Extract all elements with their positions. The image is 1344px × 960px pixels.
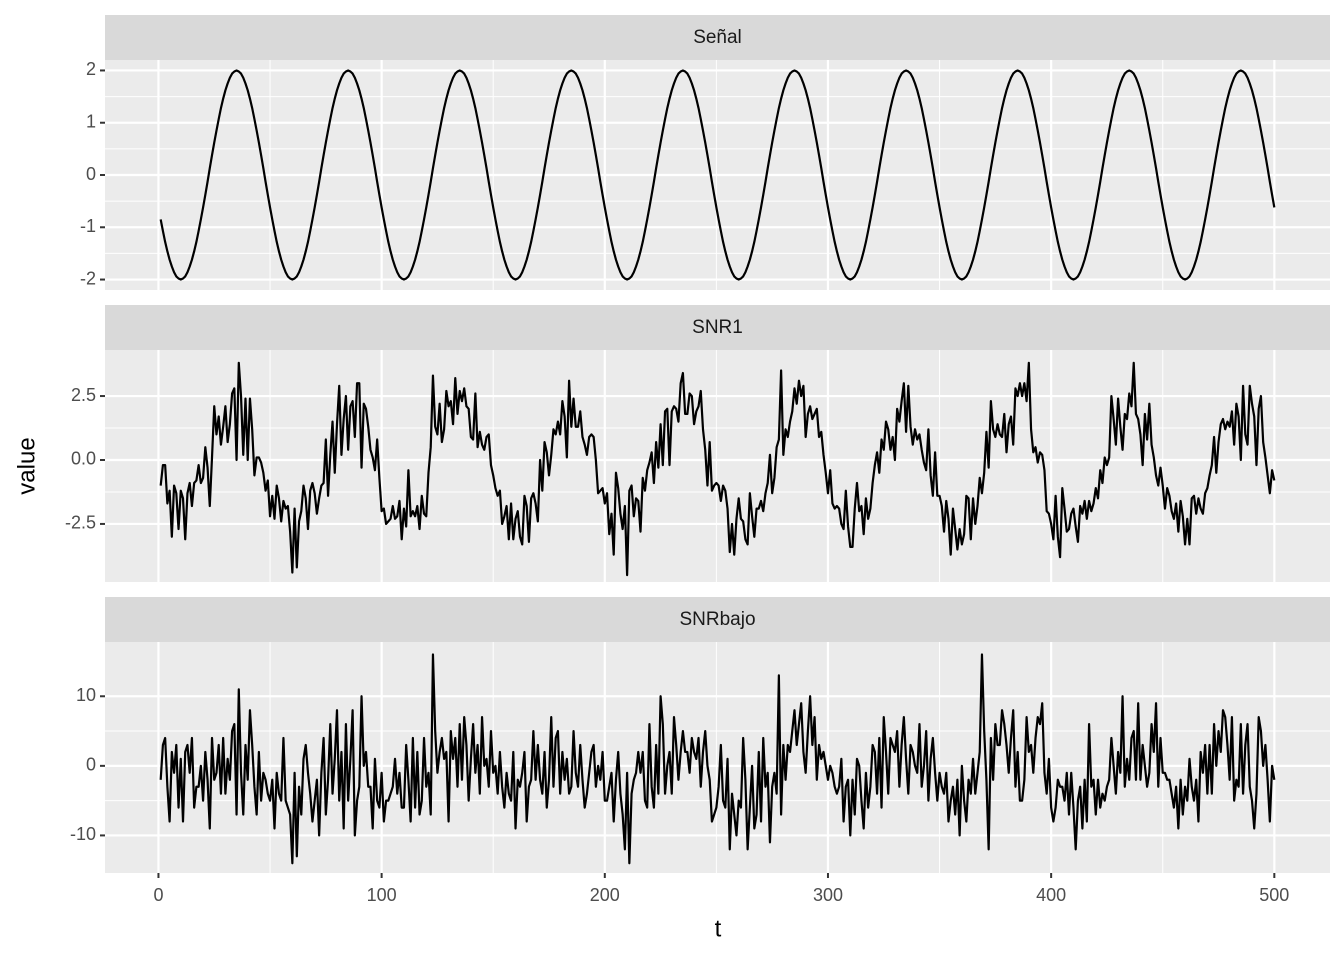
y-tick-label: 1 [86,111,96,131]
strip-background [105,15,1330,60]
y-tick-label: 0 [86,164,96,184]
y-tick-label: 2 [86,59,96,79]
series-line [159,69,1276,281]
x-tick-label: 200 [590,885,620,905]
y-axis-title: value [13,437,40,494]
x-tick-label: 400 [1036,885,1066,905]
x-tick-label: 300 [813,885,843,905]
strip-background [105,597,1330,642]
y-tick-label: 10 [76,685,96,705]
y-tick-label: 2.5 [71,385,96,405]
panel-background [105,350,1330,582]
y-tick-label: -10 [70,824,96,844]
y-tick-label: -1 [80,216,96,236]
series-line [159,361,1276,577]
x-tick-label: 0 [153,885,163,905]
strip-label: Señal [693,27,742,48]
x-tick-label: 100 [367,885,397,905]
strip-background [105,305,1330,350]
strip-label: SNR1 [692,317,743,338]
y-tick-label: -2.5 [65,513,96,533]
y-tick-label: 0 [86,755,96,775]
y-tick-label: 0.0 [71,449,96,469]
x-axis-title: t [715,915,722,942]
strip-label: SNRbajo [679,609,755,630]
x-tick-label: 500 [1259,885,1289,905]
series-line [159,653,1276,865]
panel-background [105,642,1330,873]
y-tick-label: -2 [80,268,96,288]
